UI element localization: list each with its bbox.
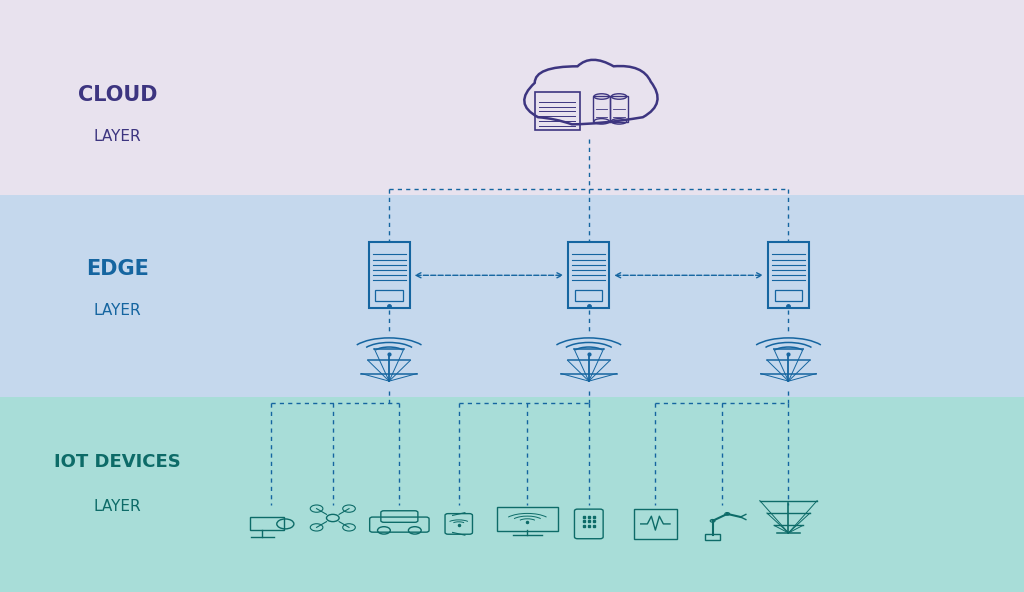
Bar xyxy=(0,0,1024,195)
Text: LAYER: LAYER xyxy=(94,128,141,144)
Text: IOT DEVICES: IOT DEVICES xyxy=(54,453,181,471)
Text: LAYER: LAYER xyxy=(94,498,141,514)
Text: EDGE: EDGE xyxy=(86,259,150,279)
Text: LAYER: LAYER xyxy=(94,303,141,318)
Bar xyxy=(0,195,1024,397)
Bar xyxy=(0,397,1024,592)
Text: CLOUD: CLOUD xyxy=(78,85,158,105)
